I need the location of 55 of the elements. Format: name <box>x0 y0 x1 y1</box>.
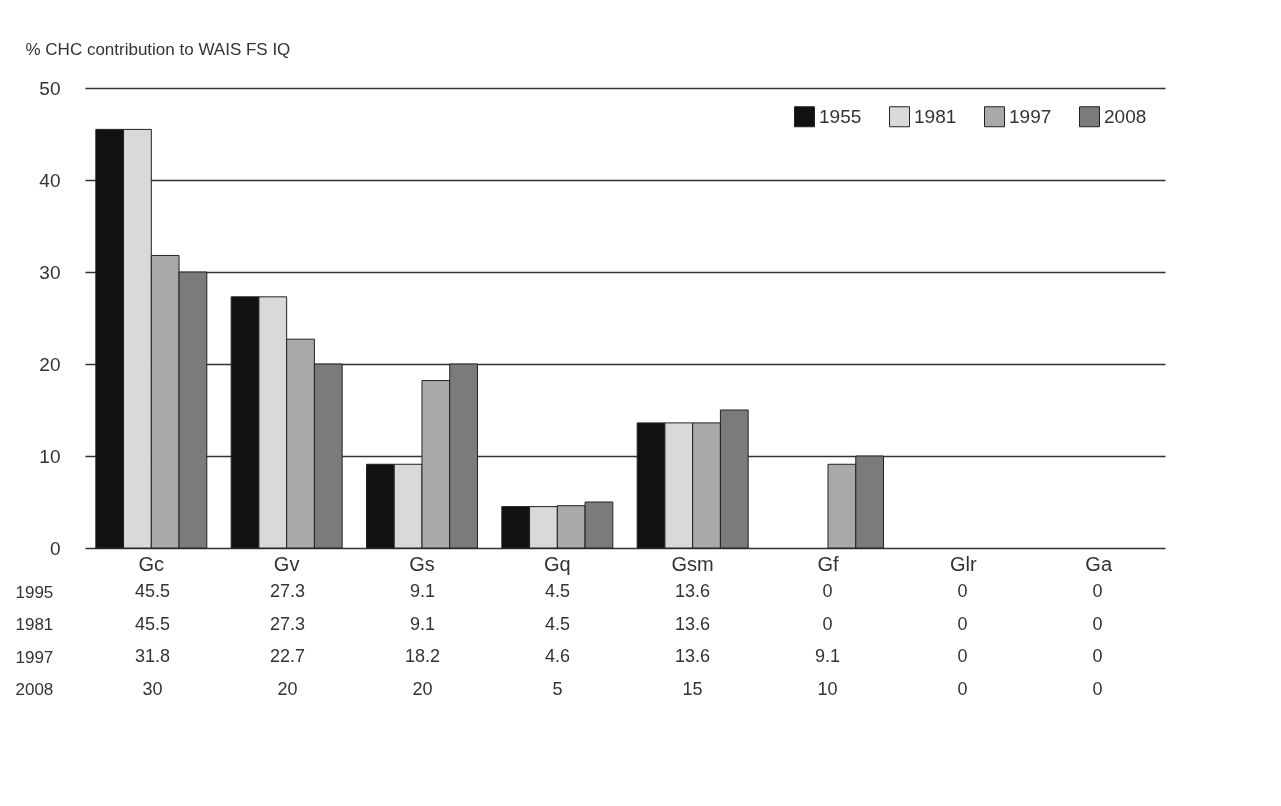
data-label: 30 <box>142 678 163 699</box>
y-tick-label: 40 <box>39 169 61 191</box>
data-label: 0 <box>1092 678 1103 699</box>
legend-label: 1981 <box>914 105 957 127</box>
x-tick-label: Gs <box>409 552 435 575</box>
x-tick-label: Gsm <box>671 552 714 575</box>
text: 1981 <box>15 615 54 635</box>
y-tick-label: 0 <box>49 537 61 559</box>
y-tick-label: 20 <box>39 353 61 375</box>
data-label: 27.3 <box>269 581 306 602</box>
data-label: 20 <box>277 678 298 699</box>
data-label: 9.1 <box>409 581 436 602</box>
text: 2008 <box>15 680 54 700</box>
data-label: 9.1 <box>814 646 841 667</box>
data-label: 0 <box>822 581 833 602</box>
data-label: 4.5 <box>544 613 571 634</box>
y-tick-label: 30 <box>39 261 61 283</box>
data-label: 15 <box>682 678 703 699</box>
data-label: 0 <box>957 678 968 699</box>
data-label: 22.7 <box>269 646 306 667</box>
data-label: 0 <box>957 646 968 667</box>
y-tick-label: 10 <box>39 445 61 467</box>
data-label: 9.1 <box>409 613 436 634</box>
data-label: 13.6 <box>674 613 711 634</box>
data-label: 18.2 <box>404 646 441 667</box>
text: 1995 <box>15 582 54 602</box>
y-tick-label: 50 <box>39 77 61 99</box>
x-tick-label: Ga <box>1085 552 1113 575</box>
y-axis-title: % CHC contribution to WAIS FS IQ <box>25 39 291 59</box>
legend-label: 1955 <box>819 105 862 127</box>
data-label: 45.5 <box>134 613 171 634</box>
data-label: 0 <box>1092 581 1103 602</box>
data-label: 0 <box>957 613 968 634</box>
data-label: 20 <box>412 678 433 699</box>
x-tick-label: Gf <box>817 552 839 575</box>
text: 1997 <box>15 647 54 667</box>
data-label: 13.6 <box>674 581 711 602</box>
data-label: 5 <box>552 678 563 699</box>
data-label: 13.6 <box>674 646 711 667</box>
x-tick-label: Gc <box>138 552 165 575</box>
legend-label: 1997 <box>1009 105 1052 127</box>
data-label: 10 <box>817 678 838 699</box>
data-label: 0 <box>1092 646 1103 667</box>
data-label: 31.8 <box>134 646 171 667</box>
data-label: 4.5 <box>544 581 571 602</box>
data-label: 45.5 <box>134 581 171 602</box>
legend-label: 2008 <box>1104 105 1147 127</box>
x-tick-label: Gv <box>273 552 300 575</box>
data-label: 0 <box>1092 613 1103 634</box>
data-label: 27.3 <box>269 613 306 634</box>
data-label: 0 <box>822 613 833 634</box>
data-label: 4.6 <box>544 646 571 667</box>
x-tick-label: Glr <box>950 552 978 575</box>
data-label: 0 <box>957 581 968 602</box>
x-tick-label: Gq <box>543 552 571 575</box>
